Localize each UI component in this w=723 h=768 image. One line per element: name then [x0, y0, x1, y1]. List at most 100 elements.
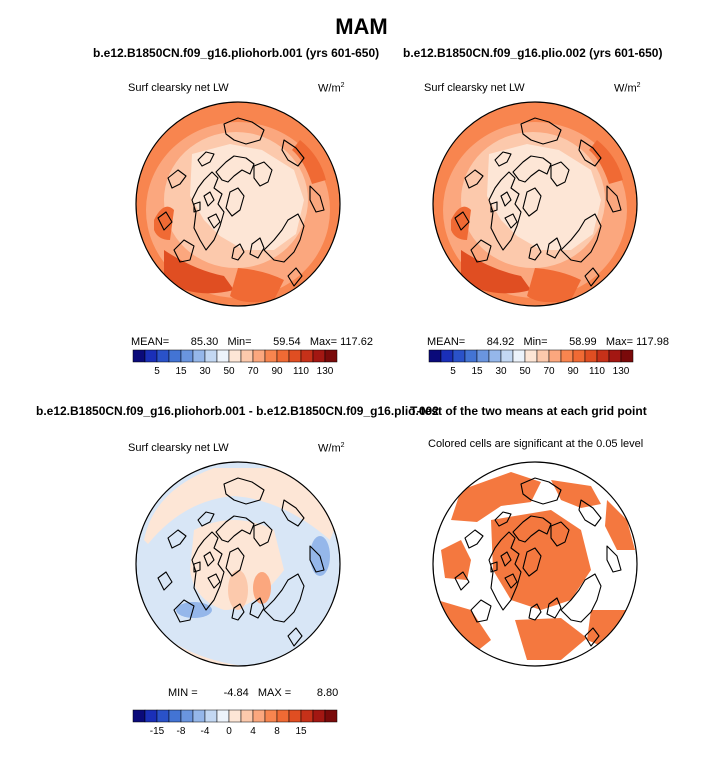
panel-2-colorbar-swatch — [584, 349, 598, 363]
coastline — [488, 171, 522, 251]
coastline — [231, 603, 245, 621]
coastline — [520, 117, 562, 145]
panel-3-colorbar-swatch — [228, 709, 242, 723]
significant-region — [441, 540, 471, 580]
panel-2-colorbar-tick-label: 30 — [495, 366, 507, 377]
panel-3-min: -4.84 — [223, 687, 249, 699]
significant-region — [451, 472, 541, 522]
coastline — [157, 571, 173, 591]
panel-3-colorbar-swatch — [288, 709, 302, 723]
panel-2-colorbar-swatch — [620, 349, 634, 363]
coastline — [560, 573, 602, 623]
panel-3-colorbar-tick-label: 4 — [250, 726, 256, 737]
panel-2-colorbar-swatch — [536, 349, 550, 363]
coastline — [550, 161, 570, 187]
coastline — [454, 571, 470, 591]
panel-3-colorbar: -15 -8 -4 0 4 8 15 — [132, 709, 338, 737]
panel-1-colorbar-tick-label: 90 — [271, 366, 283, 377]
panel-1-colorbar-swatch — [156, 349, 170, 363]
panel-1-mean: 85.30 — [190, 336, 219, 348]
panel-3-subtitle: Surf clearsky net LW — [128, 442, 229, 454]
panel-2-colorbar-tick-label: 15 — [471, 366, 483, 377]
field-warm-atlantic — [461, 250, 531, 294]
panel-1-colorbar-tick-label: 5 — [154, 366, 160, 377]
panel-2-colorbar-swatch — [572, 349, 586, 363]
coastline — [470, 239, 492, 263]
coastline — [512, 515, 552, 543]
panel-2-subtitle: Surf clearsky net LW — [424, 82, 525, 94]
diff-peak-b — [253, 572, 271, 604]
panel-1-colorbar-swatch — [300, 349, 314, 363]
coastline — [528, 243, 542, 261]
panel-3-colorbar-tick-label: -8 — [177, 726, 186, 737]
panel-3-colorbar-swatch — [204, 709, 218, 723]
panel-1-colorbar: 5 15 30 50 70 90 110 130 — [132, 349, 338, 377]
coastline — [263, 573, 305, 623]
coastline — [225, 547, 245, 577]
coastline — [606, 185, 622, 213]
coastline — [197, 511, 215, 527]
panel-3-max: 8.80 — [316, 687, 339, 699]
panel-3-colorbar-swatch — [132, 709, 146, 723]
panel-4-title: T-test of the two means at each grid poi… — [410, 404, 647, 418]
coastline — [578, 499, 602, 527]
coastline — [309, 185, 325, 213]
panel-3-colorbar-tick-label: 8 — [274, 726, 280, 737]
panel-2-colorbar-swatch — [548, 349, 562, 363]
panel-2-colorbar-swatch — [476, 349, 490, 363]
panel-1-colorbar-swatch — [264, 349, 278, 363]
coastline — [157, 211, 173, 231]
coastline — [454, 211, 470, 231]
coastline — [263, 213, 305, 263]
map-boundary — [432, 461, 638, 667]
map-boundary — [135, 101, 341, 307]
coastline — [193, 561, 201, 573]
panel-1-colorbar-tick-label: 30 — [199, 366, 211, 377]
polar-map-plio — [432, 101, 638, 307]
panel-1-title: b.e12.B1850CN.f09_g16.pliohorb.001 (yrs … — [93, 46, 380, 60]
coastline — [173, 239, 195, 263]
coastline — [191, 531, 225, 611]
coastline — [522, 187, 542, 217]
coastline — [167, 529, 187, 549]
panel-1-colorbar-swatch — [228, 349, 242, 363]
panel-3-colorbar-swatch — [264, 709, 278, 723]
panel-3-colorbar-swatch — [144, 709, 158, 723]
field-warm-europe — [230, 268, 284, 303]
coastline — [494, 151, 512, 167]
panel-3-colorbar-tick-label: -15 — [150, 726, 165, 737]
panel-2-min: 58.99 — [569, 336, 597, 348]
field-warm-pacific — [451, 206, 471, 240]
polar-map-ttest — [432, 461, 638, 667]
coastline — [231, 243, 245, 261]
field-warm-pacific — [154, 206, 174, 240]
map-boundary — [432, 101, 638, 307]
panel-1-colorbar-swatch — [180, 349, 194, 363]
panel-1-colorbar-tick-label: 130 — [317, 366, 334, 377]
significant-region — [605, 500, 635, 550]
panel-3-colorbar-swatch — [180, 709, 194, 723]
panel-1-stats: MEAN= 85.30 Min= 59.54 Max= 117.62 — [131, 336, 373, 348]
panel-3-colorbar-swatch — [300, 709, 314, 723]
coastline — [578, 139, 602, 167]
panel-3-colorbar-swatch — [312, 709, 326, 723]
panel-3-stats: MIN = -4.84 MAX = 8.80 — [168, 687, 339, 699]
coastline — [253, 161, 273, 187]
panel-1-colorbar-swatch — [216, 349, 230, 363]
panel-2-colorbar-swatch — [464, 349, 478, 363]
field-warm-atlantic — [164, 250, 234, 294]
coastline — [207, 213, 221, 229]
panel-1-min: 59.54 — [273, 336, 301, 348]
coastline — [281, 139, 305, 167]
map-boundary — [135, 461, 341, 667]
panel-3-colorbar-swatch — [276, 709, 290, 723]
coastline — [584, 627, 600, 647]
coastline — [287, 627, 303, 647]
coastline — [504, 213, 518, 229]
coastline — [520, 477, 562, 505]
coastline — [488, 531, 522, 611]
coastline — [512, 155, 552, 183]
panel-3-colorbar-swatch — [240, 709, 254, 723]
coastline — [470, 599, 492, 623]
significant-region — [491, 510, 591, 610]
